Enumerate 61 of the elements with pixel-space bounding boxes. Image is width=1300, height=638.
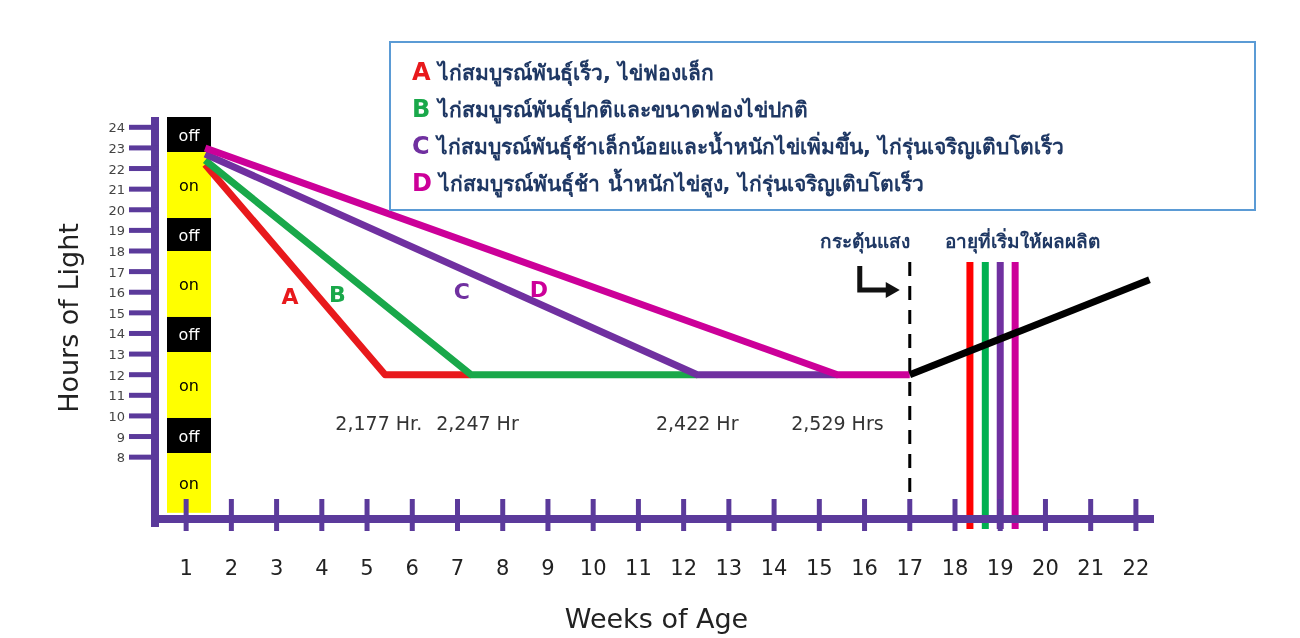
x-tick-label: 16 — [851, 556, 878, 580]
annotation: C — [453, 279, 470, 305]
band-label: on — [179, 376, 199, 395]
x-tick-label: 22 — [1122, 556, 1150, 580]
band-label: off — [178, 426, 201, 446]
y-tick-label: 9 — [116, 429, 125, 445]
x-tick-label: 10 — [579, 556, 607, 580]
x-tick-label: 21 — [1077, 556, 1105, 580]
y-tick-label: 17 — [108, 264, 125, 280]
y-tick-label: 22 — [108, 161, 125, 177]
annotation: 2,422 Hr — [655, 411, 739, 434]
y-tick-label: 11 — [108, 388, 125, 404]
y-tick-label: 14 — [108, 326, 125, 342]
y-tick-label: 20 — [108, 202, 125, 218]
x-tick-label: 17 — [896, 556, 924, 580]
y-tick-label: 23 — [108, 140, 125, 156]
x-tick-label: 18 — [941, 556, 969, 580]
annotation: 2,177 Hr. — [335, 411, 423, 434]
x-tick-label: 1 — [179, 556, 193, 580]
y-tick-label: 24 — [108, 120, 125, 136]
x-tick-label: 5 — [360, 556, 374, 580]
y-tick-label: 21 — [108, 182, 125, 198]
band-label: off — [178, 225, 201, 245]
band-label: on — [179, 473, 199, 493]
annotation: 2,247 Hr — [436, 411, 519, 434]
x-tick-label: 14 — [760, 556, 788, 580]
annotation: อายุที่เริ่มให้ผลผลิต — [945, 228, 1101, 254]
y-tick-label: 15 — [108, 305, 125, 321]
y-tick-label: 19 — [108, 223, 125, 239]
x-tick-label: 6 — [405, 556, 419, 580]
band-label: off — [178, 325, 201, 345]
y-axis-title: Hours of Light — [53, 223, 84, 413]
x-tick-label: 8 — [496, 556, 510, 580]
x-tick-label: 3 — [269, 556, 284, 580]
x-tick-label: 19 — [986, 556, 1014, 580]
x-tick-label: 2 — [224, 556, 239, 580]
series-label: D ไก่สมบูรณ์พันธุ์ช้า น้ำหนักไข่สูง, ไก่รุ่นเจริญเติบโตเร็ว — [412, 168, 924, 198]
y-tick-label: 18 — [108, 244, 125, 259]
x-tick-label: 12 — [670, 556, 697, 580]
y-tick-label: 10 — [108, 408, 125, 424]
ref-line-label: กระตุ้นแสง — [819, 230, 910, 254]
x-tick-label: 9 — [541, 556, 555, 580]
annotation: D — [529, 276, 549, 302]
x-tick-label: 4 — [315, 556, 329, 580]
band-label: on — [179, 176, 199, 196]
band-label: on — [179, 274, 199, 294]
x-tick-label: 13 — [715, 556, 743, 580]
annotation: B — [329, 282, 346, 308]
annotation: 2,529 Hrs — [791, 411, 884, 434]
annotation: A — [281, 284, 299, 310]
y-tick-label: 12 — [108, 367, 125, 383]
y-tick-label: 8 — [116, 450, 125, 466]
x-tick-label: 15 — [805, 556, 833, 580]
x-tick-label: 20 — [1032, 556, 1059, 580]
x-tick-label: 7 — [450, 556, 465, 580]
legend: A ไก่สมบูรณ์พันธุ์เร็ว, ไข่ฟองเล็ก B ไก่สมบูรณ์พันธุ์ปกติและขนาดฟองไข่ปกติ C ไก่สมบูรณ์พันธุ์ช้าเล็กน้อยและน้ำหนักไข่เพิ่มขึ้น, ไก่รุ่นเจริญเติบโตเร็ว D ไก่สมบูรณ์พันธุ์ช้า น้ำหนักไข่สูง, ไก่รุ่นเจริญเติบโตเร็ว — [389, 41, 1256, 211]
y-tick-label: 16 — [108, 285, 125, 301]
y-tick-label: 13 — [108, 347, 125, 363]
x-tick-label: 11 — [625, 556, 652, 580]
x-axis-title: Weeks of Age — [564, 603, 749, 634]
band-label: off — [178, 125, 201, 145]
